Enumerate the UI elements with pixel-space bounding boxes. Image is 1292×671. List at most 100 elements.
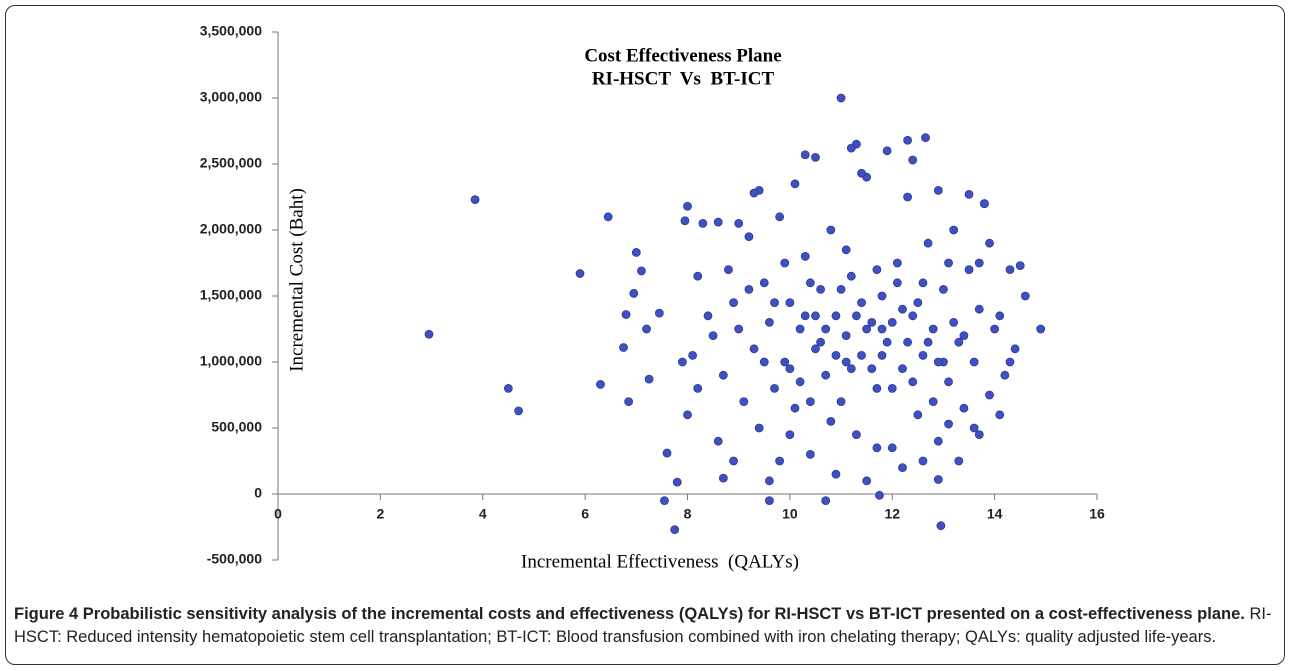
point [672,477,682,487]
y-tick-label: 0 [254,485,262,501]
point [744,284,754,294]
point [662,448,672,458]
point [872,443,882,453]
point [918,350,928,360]
point [780,357,790,367]
point [624,397,634,407]
point [800,311,810,321]
point [821,370,831,380]
point [811,152,820,162]
caption-text: RI-HSCT: Reduced intensity hematopoietic… [14,605,1272,646]
point [811,311,820,321]
y-tick-label: 2,000,000 [200,221,262,237]
point [974,430,984,440]
point [944,258,953,268]
x-tick-label: 8 [684,506,692,522]
point [974,258,984,268]
point [765,496,774,506]
point [877,350,887,360]
point [985,238,994,248]
point [939,284,948,294]
point [898,304,907,314]
point [795,324,805,334]
point [862,476,872,486]
point [503,383,513,393]
point [765,476,774,486]
point [964,189,974,199]
x-tick-label: 6 [581,506,589,522]
point [470,195,480,205]
point [785,364,795,374]
point [514,406,523,416]
point [775,212,785,222]
point [790,403,800,413]
point [887,383,897,393]
point [780,258,790,268]
point [1005,357,1015,367]
point [841,331,851,341]
point [1005,265,1015,275]
point [836,284,846,294]
point [990,324,1000,334]
y-tick-label: 500,000 [211,419,262,435]
point [887,443,897,453]
point [959,403,969,413]
point [596,380,605,389]
point [718,370,728,380]
point [949,317,959,327]
y-tick-label: 3,500,000 [200,23,262,39]
point [821,324,831,334]
point [933,475,943,484]
point [670,525,680,535]
point [713,217,723,227]
point [800,150,810,160]
point [698,218,708,228]
point [734,218,744,228]
point [882,337,892,347]
point [877,324,887,334]
point [928,324,938,334]
point [729,456,738,466]
y-axis-label: Incremental Cost (Baht) [286,188,307,372]
point [841,357,851,367]
point [944,419,953,429]
point [913,410,923,420]
point [918,456,928,466]
figure-frame [5,5,1285,665]
x-tick-label: 10 [782,506,798,522]
point [677,357,687,367]
x-tick-label: 14 [987,506,1003,522]
point [846,271,856,281]
point [887,317,897,327]
point [734,324,744,334]
point [846,364,856,374]
point [575,269,585,278]
point [974,304,984,314]
point [1010,344,1020,354]
point [1015,261,1025,271]
point [877,291,887,301]
point [708,331,718,341]
point [683,201,692,211]
x-tick-label: 12 [884,506,900,522]
point [918,278,928,288]
x-tick-label: 0 [274,506,282,522]
y-tick-label: 1,500,000 [200,287,262,303]
point [785,298,795,308]
point [759,278,769,288]
point [852,430,861,440]
point [933,357,943,367]
point [959,331,969,341]
point [680,216,690,226]
point [933,436,943,446]
point [903,337,913,347]
point [785,430,795,440]
point [629,288,639,298]
point [821,496,831,506]
point [892,278,902,288]
point [857,298,866,308]
point [949,225,959,235]
point [872,265,882,275]
point [805,397,815,407]
